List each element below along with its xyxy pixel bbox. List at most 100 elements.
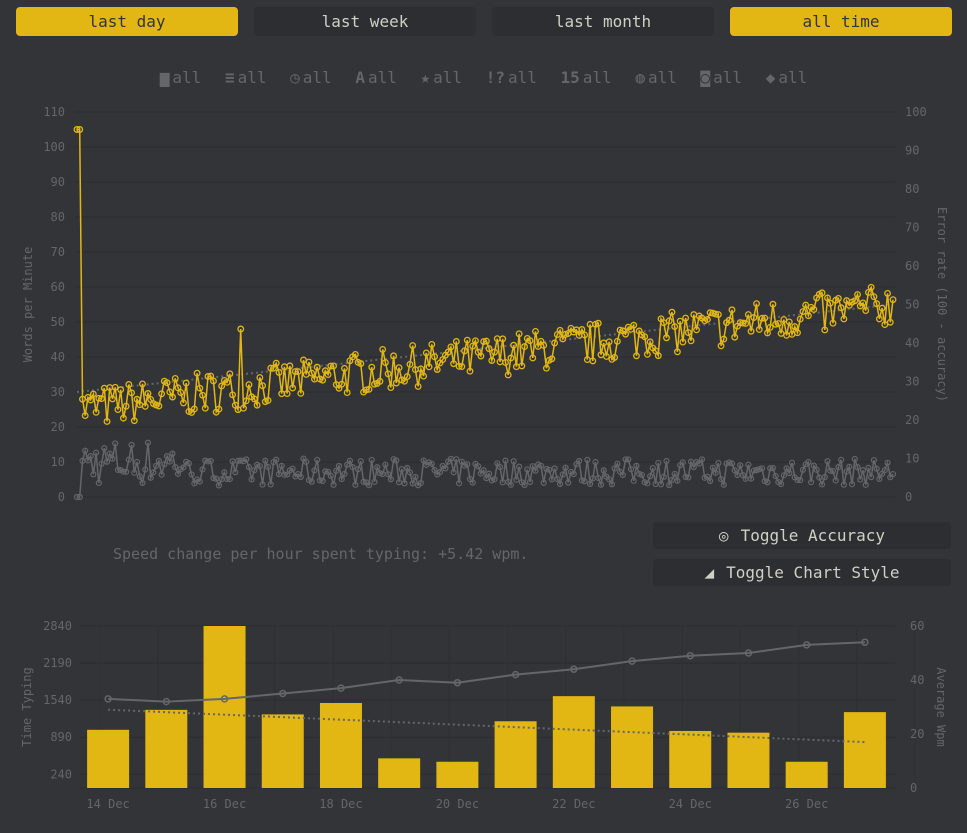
wpm-point (305, 358, 313, 366)
toggle-chart-style-button[interactable]: ◢ Toggle Chart Style (653, 559, 951, 586)
error-point (859, 467, 867, 474)
error-point (876, 475, 883, 483)
filter-funbox[interactable]: ◙ all (701, 68, 743, 87)
error-point (671, 470, 678, 478)
y2-tick-label: 60 (910, 619, 924, 633)
wpm-point (510, 341, 518, 349)
wpm-point (103, 418, 111, 425)
chart-line-icon: ◢ (704, 563, 715, 582)
filter-date[interactable]: ▆ all (160, 68, 202, 87)
error-point (147, 474, 154, 481)
error-point (155, 457, 162, 464)
error-point (788, 459, 796, 466)
filter-punctuation[interactable]: !? all (486, 68, 537, 87)
error-point (469, 479, 476, 486)
wpm-point (420, 372, 428, 380)
error-point (638, 471, 646, 479)
avg-wpm-point (511, 670, 520, 679)
wpm-point (109, 395, 116, 403)
error-point (608, 481, 616, 488)
time-bar (494, 721, 537, 788)
wpm-point (452, 338, 460, 345)
error-point (338, 475, 345, 483)
error-point (570, 470, 577, 478)
period-button-last-week[interactable]: last week (254, 7, 476, 36)
error-point (395, 479, 403, 486)
error-point (84, 457, 92, 464)
period-button-last-day[interactable]: last day (16, 7, 238, 36)
error-point (221, 469, 228, 476)
error-point (404, 464, 411, 472)
error-point (778, 480, 785, 488)
wpm-point (799, 308, 807, 316)
filter-tags[interactable]: ◆ all (766, 68, 808, 87)
wpm-point (613, 337, 621, 345)
wpm-point (611, 353, 619, 361)
error-point (745, 461, 752, 468)
error-point (101, 445, 108, 452)
error-point (846, 463, 853, 470)
error-point (592, 458, 599, 466)
wpm-point (130, 417, 138, 425)
toggle-chart-style-label: Toggle Chart Style (726, 563, 900, 582)
wpm-point (622, 330, 629, 338)
error-point (131, 469, 138, 476)
wpm-point (499, 335, 507, 343)
error-point (854, 464, 861, 471)
wpm-point (466, 367, 474, 375)
x-tick-label: 14 Dec (86, 797, 129, 811)
error-point (185, 460, 192, 467)
filter-length[interactable]: 15 all (561, 68, 612, 87)
wpm-point (854, 291, 861, 298)
error-point (204, 458, 212, 465)
error-point (316, 477, 323, 484)
toggle-accuracy-button[interactable]: ◎ Toggle Accuracy (653, 522, 951, 549)
y2-tick-label: 10 (905, 452, 919, 466)
period-button-all-time[interactable]: all time (730, 7, 952, 36)
error-point (810, 462, 817, 469)
filter-label: all (582, 68, 612, 87)
wpm-point (471, 337, 479, 345)
error-point (267, 481, 274, 488)
error-point (109, 455, 116, 462)
x-tick-label: 18 Dec (319, 797, 362, 811)
y-tick-label: 1540 (43, 693, 72, 707)
wpm-point (884, 289, 891, 297)
filter-difficulty[interactable]: ★ all (421, 68, 463, 87)
wpm-point (433, 366, 441, 373)
wpm-point (867, 283, 875, 291)
error-point (245, 464, 253, 471)
wpm-point (368, 363, 376, 371)
filter-label: all (713, 68, 743, 87)
wpm-point (755, 325, 763, 333)
error-point (485, 470, 493, 477)
y2-tick-label: 60 (905, 259, 919, 273)
x-tick-label: 24 Dec (669, 797, 712, 811)
wpm-point (81, 412, 89, 420)
filter-label: all (237, 68, 267, 87)
error-point (597, 481, 605, 488)
wpm-point (725, 316, 733, 324)
error-point (354, 466, 362, 473)
error-point (368, 456, 375, 464)
wpm-point (395, 364, 403, 372)
filter-mode[interactable]: ≡ all (225, 68, 267, 87)
error-point (551, 465, 558, 472)
error-point (352, 481, 359, 488)
wpm-point (605, 338, 613, 346)
wpm-point (210, 377, 217, 385)
error-point (382, 461, 389, 468)
time-bar (436, 761, 479, 788)
error-point (82, 447, 89, 454)
filter-language[interactable]: ◍ all (635, 68, 677, 87)
wpm-point (630, 321, 638, 329)
wpm-point (785, 318, 793, 326)
period-button-last-month[interactable]: last month (492, 7, 714, 36)
error-point (150, 469, 157, 476)
filter-time[interactable]: ◷ all (290, 68, 332, 87)
error-point (696, 460, 703, 467)
wpm-point (753, 300, 760, 308)
error-point (491, 476, 498, 483)
error-point (163, 453, 171, 460)
